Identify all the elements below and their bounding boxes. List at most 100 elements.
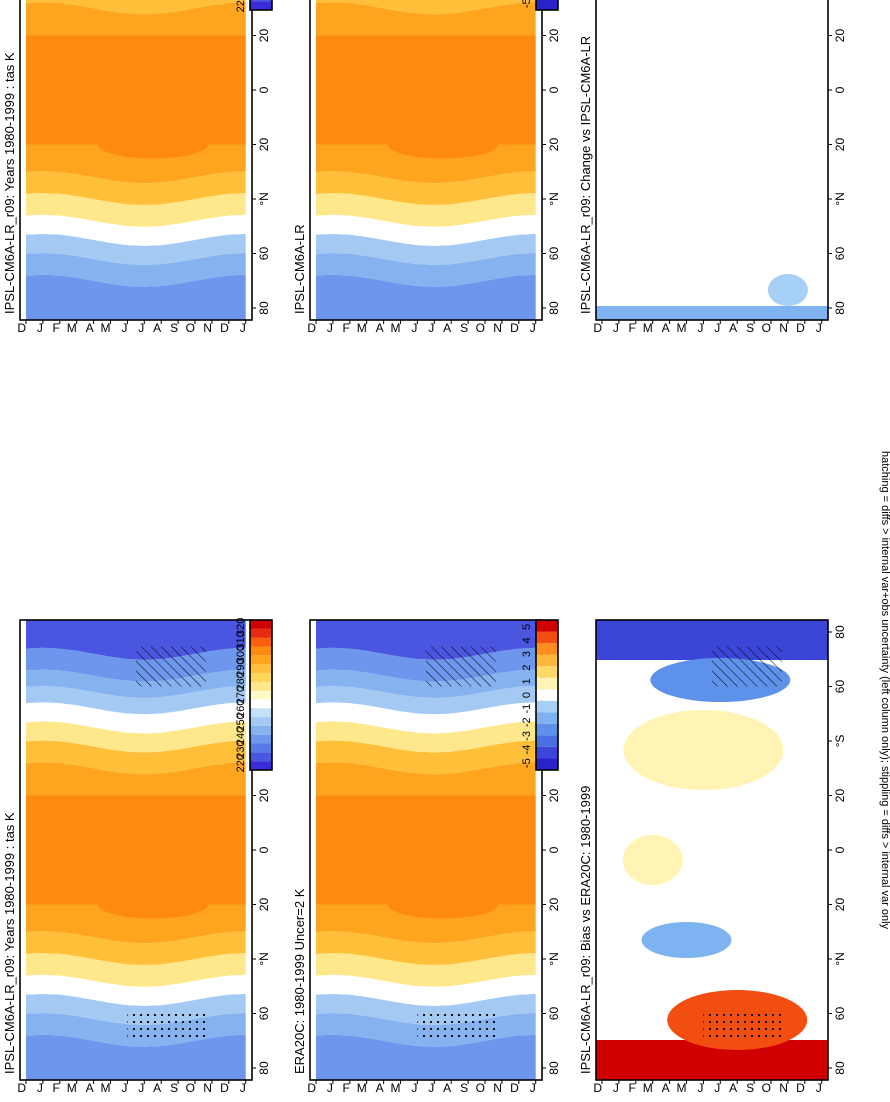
month-tick-label: A <box>153 321 161 335</box>
lat-tick-label: °N <box>257 192 271 205</box>
lat-tick-label: 60 <box>257 247 271 261</box>
panel-title: ERA20C: 1980-1999 Uncer=2 K <box>292 888 307 1074</box>
month-tick-label: N <box>779 321 788 335</box>
lat-tick-label: °N <box>257 952 271 965</box>
lat-tick-label: 0 <box>547 846 561 853</box>
colorbar-tick-label: 220 <box>235 0 247 12</box>
colorbar-cell <box>250 752 272 762</box>
lat-tick-label: 20 <box>257 29 271 43</box>
month-tick-label: M <box>391 1081 401 1095</box>
colorbar-tick-label: 290 <box>235 659 247 677</box>
colorbar-cell <box>250 655 272 665</box>
colorbar-cell <box>536 620 558 632</box>
heatmap-background <box>596 0 828 320</box>
colorbar-frame <box>535 619 559 771</box>
month-tick-label: S <box>170 321 178 335</box>
colorbar-tick-label: 250 <box>235 713 247 731</box>
heatmap-band <box>316 252 536 287</box>
colorbar-tick-label: -5 <box>521 758 533 768</box>
colorbar-cell <box>536 735 558 747</box>
month-tick-label: N <box>493 1081 502 1095</box>
month-tick-label: A <box>153 1081 161 1095</box>
stipple-overlay <box>417 1010 498 1041</box>
month-tick-label: D <box>220 321 229 335</box>
month-tick-label: J <box>411 1081 417 1095</box>
heatmap-band <box>26 233 246 265</box>
month-tick-label: A <box>729 1081 737 1095</box>
heatmap-blob <box>622 835 683 885</box>
heatmap-band <box>316 762 536 796</box>
chart-panel: 8060°N20020°S6080DJFMAMJJASONDJIPSL-CM6A… <box>521 0 847 335</box>
colorbar-cell <box>250 628 272 638</box>
lat-tick-label: 60 <box>547 1007 561 1021</box>
month-tick-label: M <box>357 321 367 335</box>
heatmap-band <box>316 0 536 15</box>
month-tick-label: A <box>443 321 451 335</box>
month-tick-label: M <box>67 321 77 335</box>
heatmap-band <box>316 931 536 965</box>
month-tick-label: O <box>762 321 771 335</box>
month-tick-label: D <box>17 1081 26 1095</box>
month-tick-label: J <box>816 321 822 335</box>
month-tick-label: M <box>357 1081 367 1095</box>
month-tick-label: J <box>816 1081 822 1095</box>
heatmap-blob <box>596 306 828 320</box>
heatmap-band <box>26 171 246 205</box>
lat-tick-label: 0 <box>833 86 847 93</box>
colorbar-tick-label: 270 <box>235 686 247 704</box>
month-tick-label: S <box>460 1081 468 1095</box>
month-tick-label: J <box>411 321 417 335</box>
month-tick-label: J <box>121 321 127 335</box>
colorbar-tick-label: 3 <box>521 651 533 657</box>
heatmap-band <box>316 620 536 660</box>
colorbar-cell <box>536 689 558 701</box>
heatmap-band <box>26 931 246 965</box>
month-tick-label: O <box>476 1081 485 1095</box>
colorbar-cell <box>250 690 272 700</box>
heatmap-band <box>316 685 536 715</box>
colorbar-tick-label: -4 <box>521 745 533 755</box>
heatmap-area <box>316 0 536 320</box>
lat-tick-label: 60 <box>833 680 847 694</box>
colorbar-cell <box>536 700 558 713</box>
month-tick-label: O <box>186 1081 195 1095</box>
heatmap-band <box>26 620 246 660</box>
heatmap-band <box>316 233 536 265</box>
heatmap-band <box>26 974 246 1006</box>
month-tick-label: O <box>762 1081 771 1095</box>
hatch-overlay <box>711 646 782 687</box>
heatmap-band <box>26 214 246 246</box>
heatmap-band <box>26 721 246 753</box>
colorbar-cell <box>536 654 558 667</box>
month-tick-label: S <box>746 321 754 335</box>
lat-tick-label: °S <box>833 735 847 748</box>
lat-tick-label: 80 <box>833 1061 847 1075</box>
month-tick-label: J <box>327 321 333 335</box>
panel-title: IPSL-CM6A-LR_r09: Change vs IPSL-CM6A-LR <box>578 36 593 314</box>
heatmap-blob <box>596 1040 828 1080</box>
lat-tick-label: 20 <box>547 29 561 43</box>
panel-title: IPSL-CM6A-LR <box>292 224 307 314</box>
heatmap-band <box>316 193 536 227</box>
month-tick-label: D <box>220 1081 229 1095</box>
month-tick-label: F <box>52 1081 59 1095</box>
heatmap-band <box>316 214 536 246</box>
lat-tick-label: °N <box>833 952 847 965</box>
month-tick-label: J <box>613 1081 619 1095</box>
month-tick-label: D <box>593 1081 602 1095</box>
lat-tick-label: 20 <box>833 898 847 912</box>
heatmap-area <box>596 620 828 1080</box>
month-tick-label: J <box>530 321 536 335</box>
panel-title: IPSL-CM6A-LR_r09: Bias vs ERA20C: 1980-1… <box>578 786 593 1074</box>
month-tick-label: N <box>493 321 502 335</box>
colorbar-tick-label: 2 <box>521 665 533 671</box>
lat-tick-label: 20 <box>547 138 561 152</box>
colorbar-tick-label: -5 <box>521 0 533 8</box>
heatmap-band <box>316 795 536 905</box>
month-tick-label: A <box>376 321 384 335</box>
lat-tick-label: 60 <box>257 1007 271 1021</box>
colorbar-cell <box>250 1 272 10</box>
